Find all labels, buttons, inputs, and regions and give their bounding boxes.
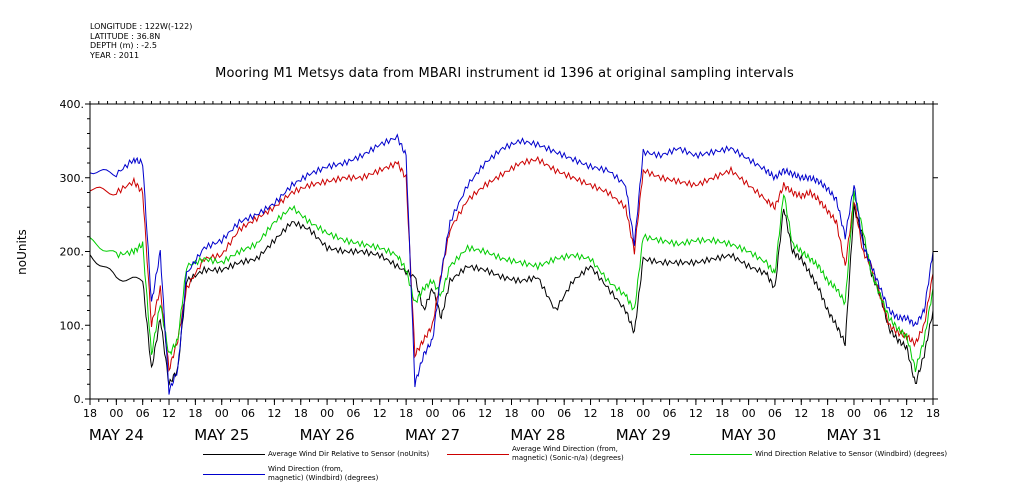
legend-label: Average Wind Direction (from, magnetic) (… <box>512 445 624 462</box>
x-tick-label: 12 <box>794 407 808 420</box>
depth-text: DEPTH (m) : -2.5 <box>90 41 157 50</box>
legend-label-line1: Wind Direction (from, <box>268 465 343 473</box>
legend-label-line1: Wind Direction Relative to Sensor (Windb… <box>755 450 948 458</box>
x-tick-label: 12 <box>267 407 281 420</box>
x-tick-label: 18 <box>83 407 97 420</box>
x-tick-label: 18 <box>505 407 519 420</box>
axis-layer: 0. 100. 200. 300. 400. 18 00 06 12 18 00 06 12 18 00 06… <box>60 98 941 444</box>
x-tick-label: 18 <box>610 407 624 420</box>
x-tick-label: 00 <box>847 407 861 420</box>
x-tick-label: 00 <box>425 407 439 420</box>
x-tick-label: 00 <box>109 407 123 420</box>
x-tick-label: 12 <box>373 407 387 420</box>
x-tick-label: 12 <box>584 407 598 420</box>
legend-label: Wind Direction (from, magnetic) (Windbird… <box>268 465 378 482</box>
y-tick-label: 0. <box>74 393 85 406</box>
series-line-2 <box>89 155 934 372</box>
x-tick-label: 18 <box>188 407 202 420</box>
longitude-text: LONGITUDE : 122W(-122) <box>90 22 193 31</box>
x-day-label: MAY 25 <box>194 426 249 444</box>
x-tick-label: 06 <box>136 407 150 420</box>
x-tick-label: 12 <box>689 407 703 420</box>
x-tick-label: 18 <box>294 407 308 420</box>
y-tick-label: 100. <box>60 319 85 332</box>
year-text: YEAR : 2011 <box>90 50 140 60</box>
series-layer <box>89 133 934 395</box>
legend-label-line2: magnetic) (Sonic-n/a) (degrees) <box>512 453 624 462</box>
plot-frame <box>89 103 934 400</box>
x-day-label: MAY 31 <box>826 426 881 444</box>
x-tick-label: 18 <box>715 407 729 420</box>
x-tick-label: 00 <box>636 407 650 420</box>
x-day-label: MAY 24 <box>89 426 144 444</box>
x-tick-label: 12 <box>900 407 914 420</box>
series-line-3 <box>89 190 934 373</box>
y-tick-label: 200. <box>60 246 85 259</box>
x-tick-label: 06 <box>768 407 782 420</box>
x-tick-label: 18 <box>821 407 835 420</box>
legend-label-line2: magnetic) (Windbird) (degrees) <box>268 473 379 482</box>
chart-title: Mooring M1 Metsys data from MBARI instru… <box>215 66 794 81</box>
x-day-label: MAY 30 <box>721 426 776 444</box>
x-tick-label: 18 <box>399 407 413 420</box>
legend-swatch <box>203 454 265 455</box>
legend-swatch <box>203 474 265 475</box>
x-tick-label: 06 <box>346 407 360 420</box>
x-tick-label: 00 <box>320 407 334 420</box>
y-tick-label: 300. <box>60 172 85 185</box>
x-day-label: MAY 28 <box>510 426 565 444</box>
x-day-label: MAY 29 <box>616 426 671 444</box>
x-tick-label: 00 <box>531 407 545 420</box>
legend-swatch <box>690 454 752 455</box>
x-tick-label: 18 <box>926 407 940 420</box>
x-tick-label: 12 <box>162 407 176 420</box>
x-day-label: MAY 26 <box>300 426 355 444</box>
x-day-label: MAY 27 <box>405 426 460 444</box>
x-tick-label: 00 <box>742 407 756 420</box>
x-tick-label: 06 <box>452 407 466 420</box>
legend-swatch <box>447 454 509 455</box>
x-tick-label: 00 <box>215 407 229 420</box>
x-tick-label: 12 <box>478 407 492 420</box>
series-line-1 <box>89 204 934 386</box>
legend-label-line1: Average Wind Dir Relative to Sensor (noU… <box>268 450 430 458</box>
y-tick-label: 400. <box>60 98 85 111</box>
legend-label: Wind Direction Relative to Sensor (Windb… <box>755 450 947 459</box>
x-tick-label: 06 <box>241 407 255 420</box>
series-line-4 <box>89 133 934 395</box>
x-tick-label: 06 <box>557 407 571 420</box>
latitude-text: LATITUDE : 36.8N <box>90 31 161 41</box>
x-tick-label: 06 <box>663 407 677 420</box>
legend-label: Average Wind Dir Relative to Sensor (noU… <box>268 450 429 459</box>
legend-label-line1: Average Wind Direction (from, <box>512 445 618 453</box>
metadata-block: LONGITUDE : 122W(-122) LATITUDE : 36.8N … <box>90 22 192 60</box>
x-tick-label: 06 <box>873 407 887 420</box>
